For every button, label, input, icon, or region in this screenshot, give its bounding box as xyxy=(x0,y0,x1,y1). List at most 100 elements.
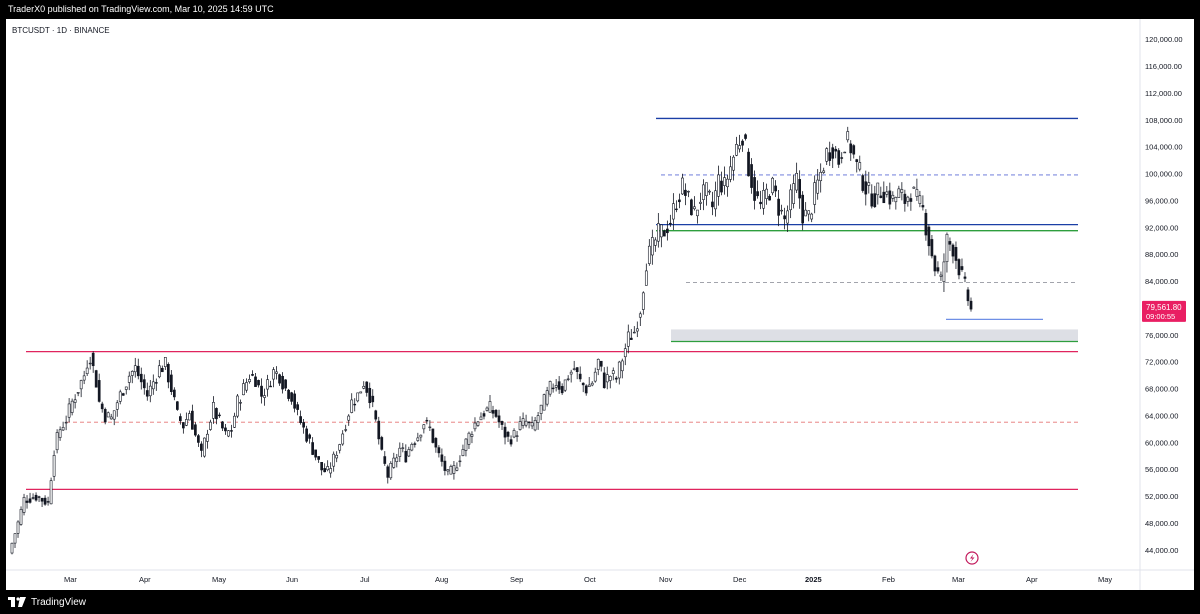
candle-body xyxy=(130,371,134,376)
candle-body xyxy=(566,378,570,380)
chart-frame: BTCUSDT · 1D · BINANCE 44,000.00 48,000.0… xyxy=(6,19,1194,590)
candle-body xyxy=(335,454,339,459)
candle-body xyxy=(690,199,693,216)
candle-body xyxy=(614,377,618,380)
candle-body xyxy=(166,364,170,383)
candle-body xyxy=(635,328,639,332)
candle-body xyxy=(449,466,453,475)
candle-body xyxy=(401,447,405,449)
candle-body xyxy=(969,300,973,310)
price-tick-label: 56,000.00 xyxy=(1145,465,1178,474)
candle-body xyxy=(524,420,528,426)
candle-body xyxy=(485,407,489,411)
candle-body xyxy=(554,385,558,388)
time-tick-label: Jul xyxy=(360,575,370,584)
candle-body xyxy=(744,134,747,139)
candle-body xyxy=(945,233,949,263)
price-tick-label: 72,000.00 xyxy=(1145,358,1178,367)
candle-body xyxy=(476,421,480,426)
candle-body xyxy=(678,199,681,203)
candle-body xyxy=(548,381,552,395)
candle-body xyxy=(675,208,678,211)
candle-body xyxy=(954,247,958,261)
candle-body xyxy=(536,415,540,423)
price-axis[interactable]: 44,000.00 48,000.00 52,000.00 56,000.00 60,0… xyxy=(1145,35,1183,555)
candle-body xyxy=(723,177,726,186)
price-tick-label: 96,000.00 xyxy=(1145,196,1178,205)
candle-body xyxy=(440,454,444,462)
candle-body xyxy=(19,509,23,525)
candle-body xyxy=(233,415,236,428)
candle-body xyxy=(13,533,17,544)
candle-body xyxy=(452,465,456,474)
candle-body xyxy=(777,198,780,216)
price-tick-label: 120,000.00 xyxy=(1145,35,1183,44)
candle-body xyxy=(419,434,423,438)
candlestick-chart[interactable]: BTCUSDT · 1D · BINANCE 44,000.00 48,000.0… xyxy=(6,19,1194,590)
candle-body xyxy=(936,267,940,272)
candle-body xyxy=(672,203,675,220)
candle-body xyxy=(789,189,792,211)
candle-body xyxy=(197,435,200,443)
candle-body xyxy=(91,352,95,367)
candle-body xyxy=(822,170,826,173)
candle-body xyxy=(109,416,113,420)
candle-body xyxy=(666,228,669,234)
candle-body xyxy=(656,223,660,242)
candle-body xyxy=(891,194,895,199)
price-tick-label: 88,000.00 xyxy=(1145,250,1178,259)
candle-body xyxy=(169,374,173,392)
candle-body xyxy=(608,375,612,381)
candle-body xyxy=(542,394,546,411)
candle-body xyxy=(413,443,417,445)
candle-body xyxy=(148,385,152,397)
time-tick-label: Apr xyxy=(1026,575,1038,584)
candle-body xyxy=(873,193,877,208)
candle-body xyxy=(780,209,783,212)
candle-body xyxy=(269,385,272,388)
candle-body xyxy=(88,362,92,365)
candle-body xyxy=(669,222,672,225)
candle-body xyxy=(741,140,744,146)
candle-body xyxy=(10,542,14,554)
candle-body xyxy=(434,438,438,448)
candle-body xyxy=(729,166,732,180)
candle-body xyxy=(846,131,850,141)
candle-body xyxy=(918,195,922,204)
candle-body xyxy=(852,145,856,155)
candle-body xyxy=(446,469,450,472)
time-axis[interactable]: Mar Apr May Jun Jul Aug Sep Oct Nov Dec 2025 Feb Mar… xyxy=(64,575,1112,584)
candle-body xyxy=(578,373,582,380)
candle-body xyxy=(323,468,327,473)
candle-body xyxy=(482,413,486,417)
candle-body xyxy=(912,186,916,189)
candle-body xyxy=(894,197,898,203)
candle-body xyxy=(458,460,462,463)
candle-body xyxy=(479,416,483,421)
candle-body xyxy=(248,379,251,383)
candle-body xyxy=(103,409,107,423)
candle-body xyxy=(750,164,753,188)
candle-body xyxy=(488,401,492,413)
plot-area[interactable] xyxy=(6,19,1140,570)
candle-body xyxy=(774,185,777,192)
candle-body xyxy=(653,239,657,246)
candle-body xyxy=(317,456,320,460)
candle-body xyxy=(308,434,311,439)
candle-body xyxy=(957,259,961,276)
candle-body xyxy=(888,190,892,205)
candle-body xyxy=(160,367,164,373)
candle-body xyxy=(172,389,176,398)
candle-body xyxy=(239,402,242,404)
candle-body xyxy=(154,382,158,384)
candle-body xyxy=(753,177,756,201)
candle-body xyxy=(726,178,729,188)
candle-body xyxy=(139,373,143,383)
candle-body xyxy=(864,181,868,195)
candle-body xyxy=(94,370,98,388)
candle-body xyxy=(464,438,468,451)
lightning-icon[interactable] xyxy=(965,551,979,565)
time-tick-label: 2025 xyxy=(805,575,822,584)
candle-body xyxy=(885,191,889,195)
candle-body xyxy=(124,386,128,390)
